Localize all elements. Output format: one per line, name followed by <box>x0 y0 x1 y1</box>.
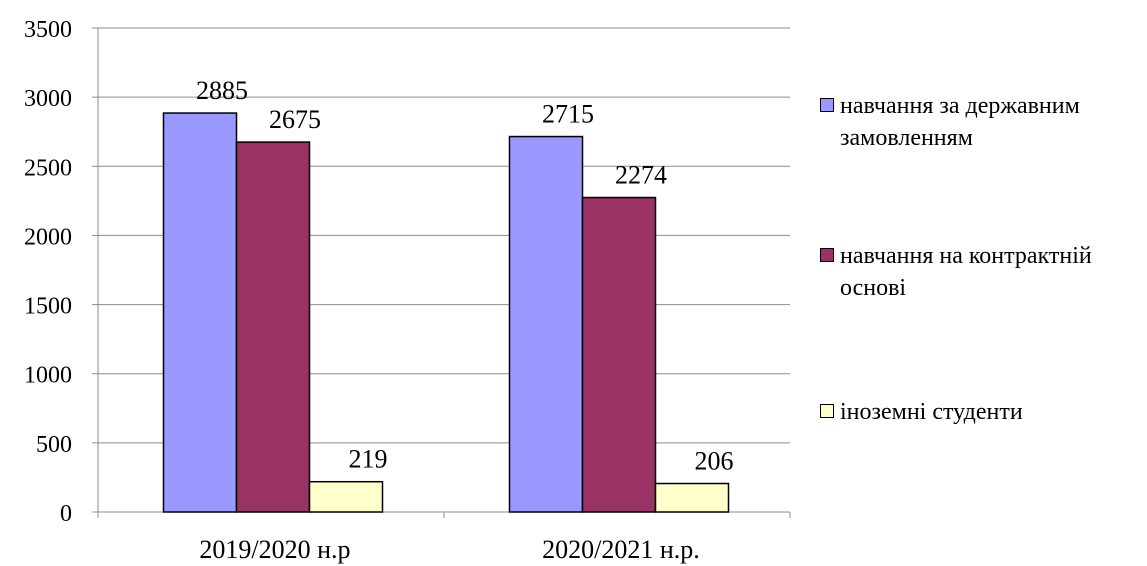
y-tick-label: 1500 <box>24 294 72 320</box>
legend-label-contract: навчання на контрактній основі <box>840 243 1092 301</box>
legend-item-foreign: іноземні студенти <box>820 396 1140 428</box>
data-label: 2885 <box>196 76 248 105</box>
legend-swatch-contract <box>820 248 834 262</box>
y-tick-label: 500 <box>36 432 72 458</box>
y-tick-label: 1000 <box>24 363 72 389</box>
y-tick-label: 2500 <box>24 155 72 181</box>
bar <box>162 112 238 513</box>
legend-item-contract: навчання на контрактній основі <box>820 240 1140 304</box>
y-tick-label: 3500 <box>24 17 72 43</box>
y-tick-label: 0 <box>60 501 72 527</box>
data-label: 206 <box>695 447 734 476</box>
y-tick-label: 3000 <box>24 86 72 112</box>
bar <box>581 196 657 513</box>
data-label: 2675 <box>269 105 321 134</box>
legend-label-foreign: іноземні студенти <box>840 399 1023 425</box>
data-label: 219 <box>349 445 388 474</box>
tick-labels: 0 500 1000 1500 2000 2500 3000 3500 2019/2020 н.… <box>24 17 700 564</box>
x-tick-label: 2019/2020 н.р <box>199 535 350 564</box>
legend-item-state-order: навчання за державним замовленням <box>820 90 1140 154</box>
bar <box>235 141 311 513</box>
legend-swatch-foreign <box>820 404 834 418</box>
bar <box>654 482 730 513</box>
y-tick-label: 2000 <box>24 224 72 250</box>
legend-swatch-state-order <box>820 98 834 112</box>
axes <box>92 27 791 518</box>
legend-label-state-order: навчання за державним замовленням <box>840 93 1080 151</box>
data-label: 2715 <box>542 100 594 129</box>
bar <box>308 480 384 513</box>
data-label: 2274 <box>615 161 667 190</box>
x-tick-label: 2020/2021 н.р. <box>542 535 700 564</box>
bar <box>508 135 584 513</box>
bars <box>162 112 730 513</box>
data-labels: 2885 2675 219 2715 2274 206 <box>196 76 734 475</box>
